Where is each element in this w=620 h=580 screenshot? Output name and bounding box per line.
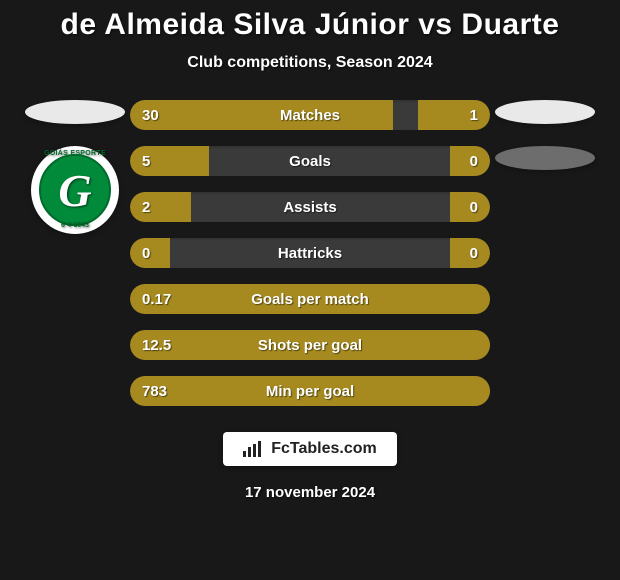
bar-row: 5 0 Goals — [130, 146, 490, 176]
bar-right-value: 1 — [470, 107, 478, 124]
left-badge-column: GOIÁS ESPORTE G 6·4·1943 — [20, 100, 130, 234]
page-subtitle: Club competitions, Season 2024 — [187, 54, 432, 72]
right-country-ellipse-1 — [495, 100, 595, 124]
bar-right-value: 0 — [470, 199, 478, 216]
bar-row: 0 0 Hattricks — [130, 238, 490, 268]
bar-row: 0.17 Goals per match — [130, 284, 490, 314]
brand-label: FcTables.com — [271, 440, 377, 458]
bar-left-value: 0.17 — [142, 291, 171, 308]
bar-row: 2 0 Assists — [130, 192, 490, 222]
bar-right-value: 0 — [470, 245, 478, 262]
left-country-ellipse-1 — [25, 100, 125, 124]
chart-icon — [243, 441, 263, 457]
bar-row: 30 1 Matches — [130, 100, 490, 130]
bar-left-value: 30 — [142, 107, 159, 124]
bar-label: Hattricks — [278, 245, 342, 262]
club-ring-text-bottom: 6·4·1943 — [61, 222, 89, 229]
footer-date: 17 november 2024 — [245, 484, 375, 501]
bar-row: 12.5 Shots per goal — [130, 330, 490, 360]
bar-label: Min per goal — [266, 383, 354, 400]
right-badge-column — [490, 100, 600, 170]
bar-left-value: 783 — [142, 383, 167, 400]
bar-left-value: 12.5 — [142, 337, 171, 354]
content-root: de Almeida Silva Júnior vs Duarte Club c… — [0, 0, 620, 580]
bar-right-value: 0 — [470, 153, 478, 170]
club-badge-inner: G — [39, 154, 111, 226]
brand-pill[interactable]: FcTables.com — [223, 432, 397, 466]
bar-left-value: 5 — [142, 153, 150, 170]
right-country-ellipse-2 — [495, 146, 595, 170]
bar-left-fill — [130, 192, 191, 222]
left-club-badge: GOIÁS ESPORTE G 6·4·1943 — [31, 146, 119, 234]
club-badge-letter: G — [58, 164, 91, 217]
bar-label: Shots per goal — [258, 337, 362, 354]
bar-row: 783 Min per goal — [130, 376, 490, 406]
page-title: de Almeida Silva Júnior vs Duarte — [61, 8, 560, 42]
bar-label: Goals — [289, 153, 331, 170]
bar-left-value: 0 — [142, 245, 150, 262]
bar-label: Assists — [283, 199, 336, 216]
bar-label: Goals per match — [251, 291, 369, 308]
comparison-chart: GOIÁS ESPORTE G 6·4·1943 30 1 Matches 5 0 Goa… — [0, 100, 620, 406]
bar-right-fill — [418, 100, 490, 130]
bar-left-value: 2 — [142, 199, 150, 216]
bar-label: Matches — [280, 107, 340, 124]
bar-container: 30 1 Matches 5 0 Goals 2 0 Assists 0 0 Hattricks 0.1… — [130, 100, 490, 406]
bar-left-fill — [130, 100, 393, 130]
